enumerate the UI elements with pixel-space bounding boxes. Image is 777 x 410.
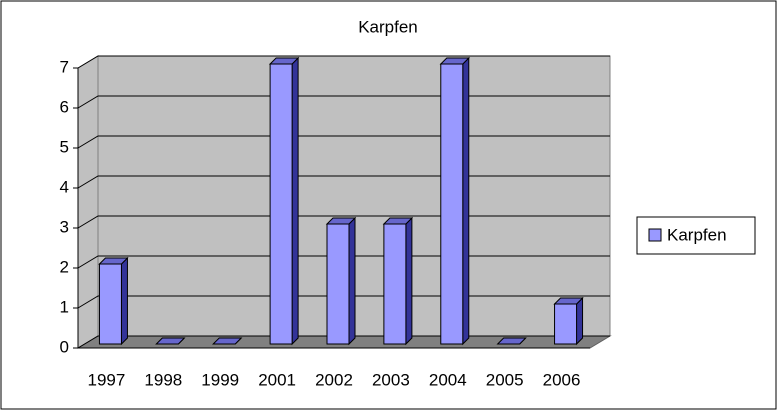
y-tick-label: 5 — [60, 137, 69, 156]
bar-front — [98, 263, 122, 345]
x-tick-label: 2003 — [372, 370, 410, 389]
x-tick-label: 2005 — [486, 370, 524, 389]
bar-front — [326, 223, 350, 345]
side-wall — [77, 55, 99, 349]
y-tick-label: 4 — [60, 177, 69, 196]
x-tick-label: 1998 — [144, 370, 182, 389]
bar-side — [405, 216, 413, 346]
bar — [496, 337, 527, 345]
bar-front — [440, 63, 464, 345]
x-tick-label: 2006 — [543, 370, 581, 389]
bar-side — [576, 296, 584, 346]
grid-line — [77, 215, 610, 229]
x-tick-label: 1999 — [201, 370, 239, 389]
y-tick-label: 7 — [60, 57, 69, 76]
x-tick-label: 2004 — [429, 370, 467, 389]
chart-title: Karpfen — [358, 17, 418, 36]
bar-side — [348, 216, 356, 346]
y-tick-label: 6 — [60, 97, 69, 116]
x-tick-label: 1997 — [88, 370, 126, 389]
legend-swatch — [648, 228, 662, 242]
bar-front — [554, 303, 578, 345]
y-tick-label: 3 — [60, 217, 69, 236]
grid-line — [77, 335, 610, 349]
y-tick-label: 0 — [60, 337, 69, 356]
bar-front — [269, 63, 293, 345]
bar — [268, 56, 300, 346]
bar — [98, 256, 129, 346]
bar — [155, 337, 186, 345]
y-tick-label: 2 — [60, 257, 69, 276]
grid-line — [77, 175, 610, 189]
grid-line — [77, 55, 610, 69]
bar — [553, 296, 584, 346]
bar-side — [291, 56, 299, 346]
bar-side — [120, 256, 128, 346]
bar — [439, 56, 470, 346]
bar-front — [383, 223, 407, 345]
x-tick-label: 2002 — [315, 370, 353, 389]
legend-label: Karpfen — [667, 225, 727, 244]
bar — [382, 216, 414, 346]
bar-side — [462, 56, 470, 346]
bar — [325, 216, 357, 346]
grid-line — [77, 255, 610, 269]
bar — [212, 337, 243, 345]
grid-line — [77, 95, 610, 109]
grid-line — [77, 135, 610, 149]
grid-line — [77, 295, 610, 309]
x-tick-label: 2001 — [258, 370, 296, 389]
y-tick-label: 1 — [60, 297, 69, 316]
